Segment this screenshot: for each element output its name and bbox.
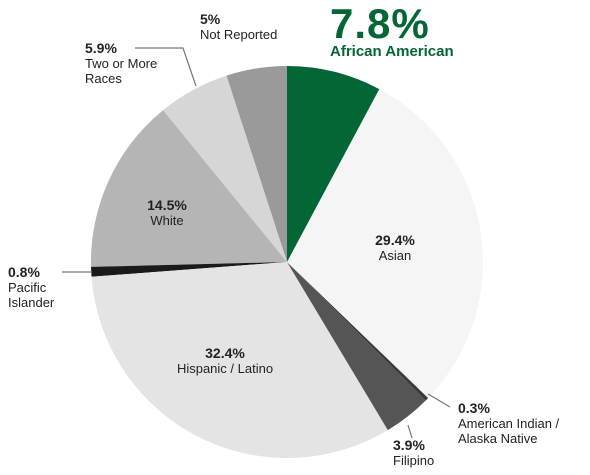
slice-label: 29.4% Asian bbox=[350, 232, 440, 264]
category-label: Pacific Islander bbox=[8, 280, 55, 310]
pie-slice bbox=[226, 66, 287, 262]
category-label: White bbox=[150, 213, 184, 228]
slice-label: 14.5% White bbox=[122, 197, 212, 229]
pie-slice bbox=[163, 75, 287, 262]
slice-label: 5% Not Reported bbox=[200, 11, 310, 43]
category-label: Filipino bbox=[393, 453, 435, 468]
slice-label: 32.4% Hispanic / Latino bbox=[150, 345, 300, 377]
category-label: Not Reported bbox=[200, 27, 278, 42]
slice-label: 7.8% African American bbox=[330, 0, 530, 60]
pie-slice bbox=[287, 66, 380, 262]
leader-line bbox=[135, 47, 197, 87]
value-label: 5.9% bbox=[85, 40, 117, 56]
value-label: 5% bbox=[200, 11, 221, 27]
value-label: 14.5% bbox=[147, 197, 187, 213]
leader-line bbox=[407, 424, 413, 439]
slice-label: 0.8% Pacific Islander bbox=[8, 264, 88, 311]
category-label: Asian bbox=[378, 248, 412, 263]
pie-slice bbox=[287, 89, 483, 398]
value-label: 29.4% bbox=[375, 232, 415, 248]
category-label: American Indian / Alaska Native bbox=[458, 416, 560, 446]
pie-slice bbox=[287, 262, 429, 401]
slice-label: 5.9% Two or More Races bbox=[85, 40, 195, 87]
category-label: Hispanic / Latino bbox=[176, 361, 274, 376]
slice-label: 0.3% American Indian / Alaska Native bbox=[458, 400, 578, 447]
category-label: African American bbox=[330, 43, 454, 60]
leader-lines bbox=[62, 47, 451, 439]
slice-label: 3.9% Filipino bbox=[393, 437, 473, 469]
leader-line bbox=[427, 393, 451, 408]
value-label: 32.4% bbox=[205, 345, 245, 361]
value-label: 0.8% bbox=[8, 264, 40, 280]
value-label: 0.3% bbox=[458, 400, 490, 416]
pie-slice bbox=[91, 262, 288, 277]
pie-slice bbox=[90, 110, 287, 267]
value-label: 3.9% bbox=[393, 437, 425, 453]
category-label: Two or More Races bbox=[85, 56, 158, 86]
pie-slice bbox=[287, 262, 426, 431]
value-label: 7.8% bbox=[330, 0, 430, 47]
pie-slice bbox=[91, 262, 388, 458]
